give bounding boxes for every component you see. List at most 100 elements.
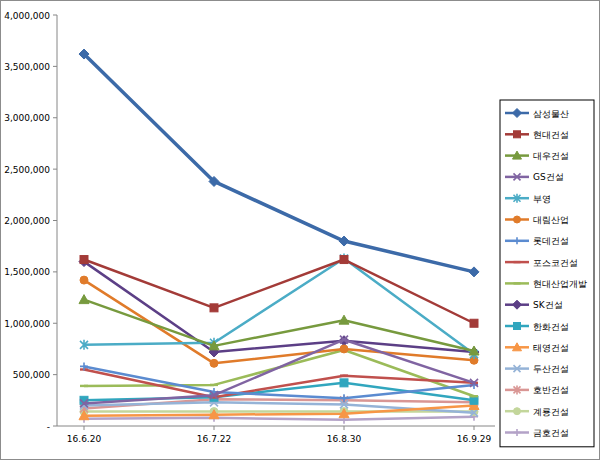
legend-marker: [514, 131, 521, 138]
legend-marker: [513, 300, 522, 309]
legend-marker: [514, 408, 521, 415]
data-point: [469, 346, 479, 355]
legend-label: 금호건설: [533, 428, 569, 438]
y-tick-label: 2,000,000: [4, 216, 50, 226]
y-tick: [53, 323, 57, 324]
data-point: [470, 395, 478, 397]
series-line: [84, 410, 474, 413]
legend-marker: [514, 429, 521, 436]
y-tick-label: 3,000,000: [4, 113, 50, 123]
data-point: [79, 49, 89, 59]
data-point: [209, 176, 219, 186]
legend-label: 계룡건설: [533, 407, 569, 417]
data-point: [80, 385, 88, 387]
data-point: [210, 391, 218, 399]
y-tick-label: 1,500,000: [4, 267, 50, 277]
series: [80, 394, 478, 413]
legend-marker: [513, 109, 522, 118]
data-point: [470, 319, 478, 327]
y-tick: [53, 66, 57, 67]
series: [79, 400, 479, 419]
data-point: [469, 267, 479, 277]
legend-label: 태영건설: [533, 343, 569, 353]
legend-label: 한화건설: [533, 322, 569, 332]
legend-swatch: [505, 261, 529, 264]
legend-marker: [514, 385, 521, 394]
y-tick: [53, 117, 57, 118]
series: [80, 336, 478, 408]
legend-swatch: [505, 282, 529, 285]
x-tick: [344, 426, 345, 430]
series-line: [84, 366, 474, 398]
x-tick: [84, 426, 85, 430]
series-line: [84, 300, 474, 351]
data-point: [79, 411, 89, 420]
legend-box: [500, 100, 594, 447]
legend: 삼성물산현대건설대우건설GS건설부영대림산업롯데건설포스코건설현대산업개발SK건…: [500, 100, 594, 447]
legend-label: 호반건설: [533, 385, 569, 395]
legend-label: 포스코건설: [533, 258, 578, 268]
data-point: [340, 374, 348, 376]
legend-label: 현대산업개발: [533, 279, 587, 289]
legend-label: 현대건설: [533, 130, 569, 140]
y-tick: [53, 271, 57, 272]
data-point: [340, 379, 348, 387]
y-tick-label: 2,500,000: [4, 165, 50, 175]
x-tick-label: 16.7.22: [197, 434, 231, 444]
series-line: [84, 417, 474, 420]
y-tick-label: 1,000,000: [4, 319, 50, 329]
legend-label: 두산건설: [533, 364, 569, 374]
legend-marker: [514, 261, 521, 263]
series: [79, 257, 479, 357]
series-line: [84, 260, 474, 324]
series: [80, 254, 478, 360]
data-point: [209, 410, 219, 419]
data-point: [340, 394, 348, 402]
legend-label: 대우건설: [533, 151, 569, 161]
data-point: [80, 340, 88, 350]
data-point: [340, 256, 348, 264]
series-line: [84, 369, 474, 397]
plot-area: [79, 49, 479, 424]
data-point: [210, 384, 218, 386]
series: [80, 369, 478, 397]
x-tick: [214, 426, 215, 430]
data-point: [80, 399, 88, 407]
data-point: [210, 304, 218, 312]
legend-marker: [514, 237, 521, 244]
legend-label: SK건설: [533, 300, 563, 310]
series: [79, 295, 479, 355]
x-tick: [474, 426, 475, 430]
data-point: [79, 295, 89, 304]
x-tick-label: 16.6.20: [67, 434, 102, 444]
x-tick-label: 16.9.29: [457, 434, 492, 444]
series: [80, 276, 478, 367]
series-line: [84, 340, 474, 404]
data-point: [339, 315, 349, 324]
data-point: [340, 345, 348, 353]
y-tick-label: 500,000: [13, 370, 50, 380]
y-tick: [53, 426, 57, 427]
legend-marker: [513, 151, 522, 159]
legend-marker: [513, 343, 522, 351]
data-point: [470, 379, 478, 387]
y-tick-label: -: [47, 422, 50, 432]
legend-marker: [514, 173, 521, 180]
data-point: [80, 256, 88, 264]
legend-marker: [514, 365, 521, 372]
chart-border: [1, 1, 600, 460]
data-point: [339, 409, 349, 418]
y-tick-label: 3,500,000: [4, 62, 50, 72]
x-axis: [57, 426, 495, 427]
series: [80, 256, 478, 328]
y-tick: [53, 15, 57, 16]
series-line: [84, 262, 474, 352]
series-line: [84, 54, 474, 272]
legend-label: 부영: [533, 194, 551, 204]
legend-label: 대림산업: [533, 215, 569, 225]
series: [79, 49, 479, 277]
data-point: [340, 336, 348, 344]
y-tick: [53, 169, 57, 170]
legend-marker: [514, 216, 521, 223]
y-tick-label: 4,000,000: [4, 11, 50, 21]
